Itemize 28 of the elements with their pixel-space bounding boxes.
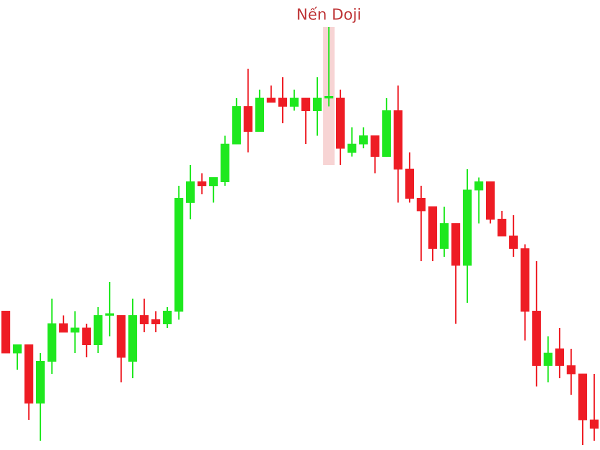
candlestick [209,176,218,204]
candlestick [590,373,599,442]
candlestick [140,298,149,333]
candlestick [301,97,310,145]
candlestick [105,281,114,338]
candlestick [12,344,22,370]
candlestick [162,306,172,329]
candlestick [290,89,299,112]
candlestick [498,210,506,237]
candlestick [151,310,160,333]
candlestick [348,126,356,158]
candlestick [59,314,68,333]
candlestick [566,348,576,396]
candlestick [474,176,484,224]
candlestick [312,76,322,136]
candlestick [266,84,276,103]
candlestick [359,126,368,149]
candlestick [278,76,288,124]
candlestick [198,172,206,195]
candlestick [416,185,426,262]
text: Nến Doji [298,6,360,23]
candlestick [70,310,80,354]
candlestick [186,164,195,220]
candlestick [544,336,552,383]
candlestick [82,323,91,358]
candlestick [370,134,380,174]
candlestick [555,327,564,379]
candlestick [509,214,518,258]
